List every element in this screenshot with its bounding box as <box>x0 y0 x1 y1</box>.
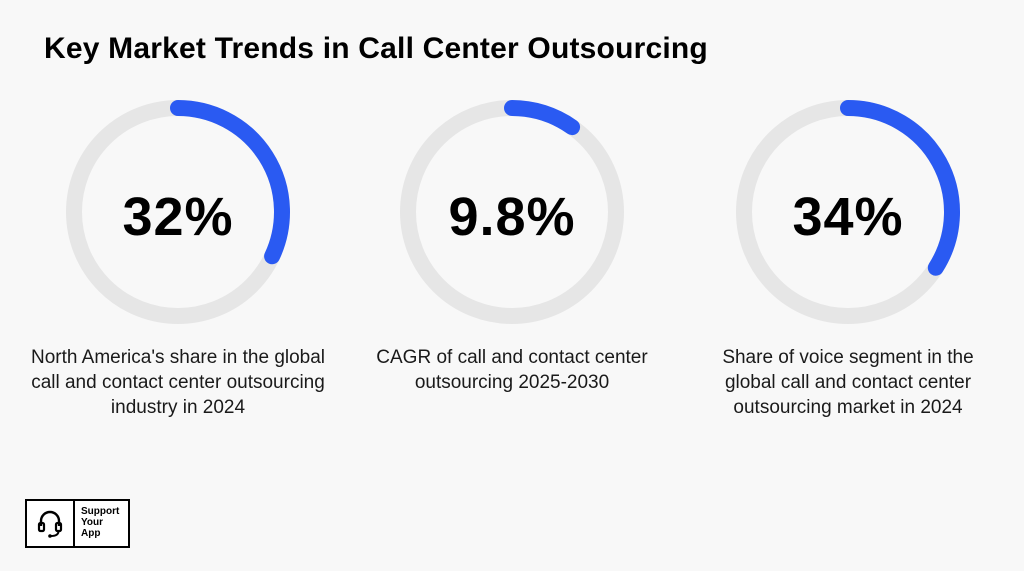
stat-value: 34% <box>792 187 904 247</box>
logo-line-2: Your <box>81 517 104 528</box>
stat-caption: CAGR of call and contact center outsourc… <box>376 347 648 393</box>
page-title: Key Market Trends in Call Center Outsour… <box>44 32 708 65</box>
logo-line-1: Support <box>81 506 120 517</box>
logo-line-3: App <box>81 528 101 539</box>
stat-value: 32% <box>122 187 234 247</box>
donut-arc <box>504 100 581 136</box>
stat-caption: North America's share in the global call… <box>30 347 326 418</box>
logo-wordmark: Support Your App <box>75 501 128 546</box>
donut-chart-3 <box>736 100 960 324</box>
stat-card-voice-segment: 34% Share of voice segment in the global… <box>698 92 998 472</box>
donut-chart-1 <box>66 100 290 324</box>
support-your-app-logo: Support Your App <box>25 499 130 548</box>
headset-icon <box>27 501 75 546</box>
donut-chart-2 <box>400 100 624 324</box>
stat-card-north-america: 32% North America's share in the global … <box>28 92 328 472</box>
stat-card-cagr: 9.8% CAGR of call and contact center out… <box>362 92 662 472</box>
donut-arc <box>170 100 290 265</box>
donut-arc <box>840 100 960 276</box>
stat-caption: Share of voice segment in the global cal… <box>722 347 974 418</box>
stat-value: 9.8% <box>448 187 576 247</box>
